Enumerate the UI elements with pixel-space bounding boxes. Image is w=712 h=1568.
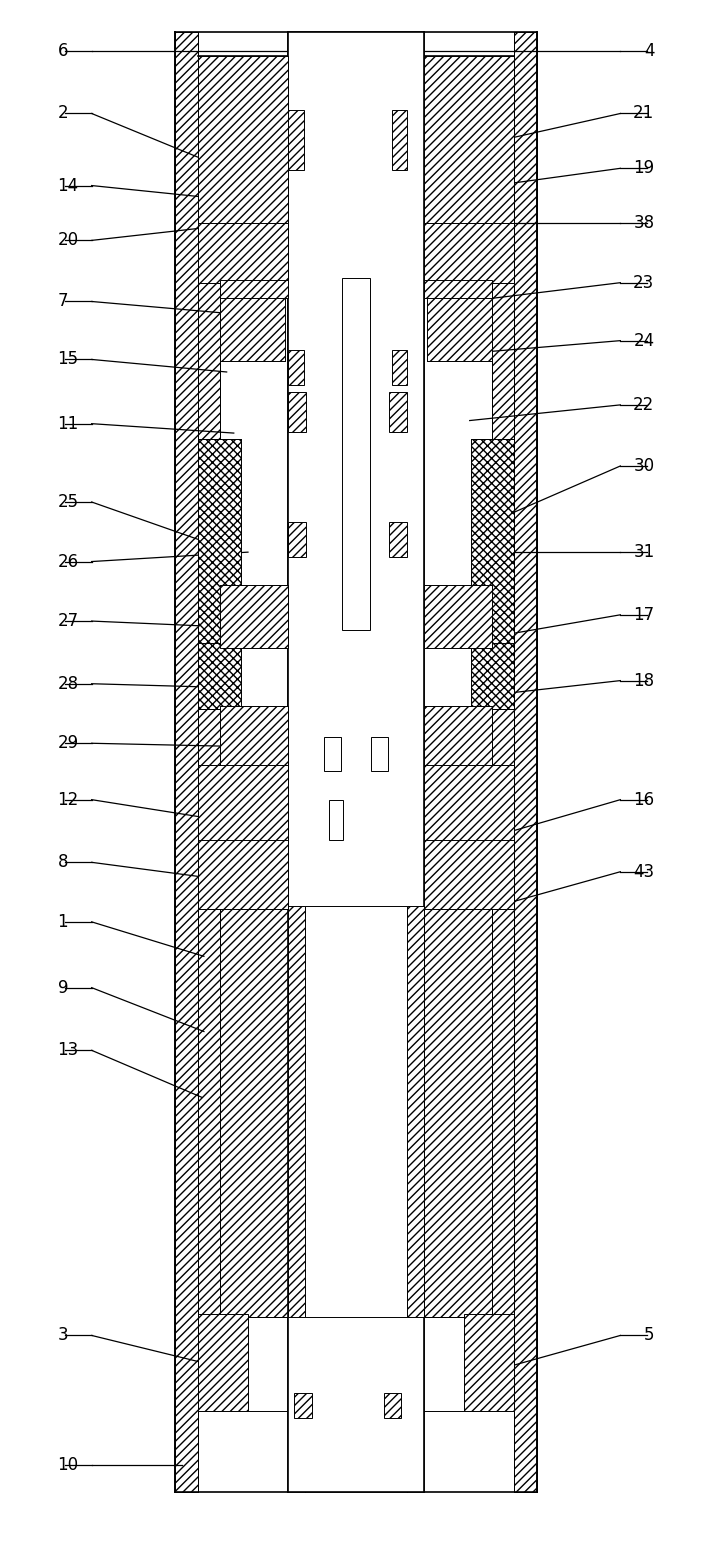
Bar xyxy=(174,31,198,1493)
Text: 27: 27 xyxy=(58,612,78,630)
Text: 14: 14 xyxy=(58,177,78,194)
Bar xyxy=(424,585,493,648)
Text: 38: 38 xyxy=(634,215,654,232)
Text: 12: 12 xyxy=(58,790,79,809)
Bar xyxy=(329,800,343,840)
Bar xyxy=(464,1314,514,1411)
Bar xyxy=(219,585,288,648)
Bar xyxy=(424,223,514,282)
Bar xyxy=(288,110,304,169)
Text: 30: 30 xyxy=(634,456,654,475)
Text: 11: 11 xyxy=(58,414,79,433)
Text: 18: 18 xyxy=(634,671,654,690)
Text: 2: 2 xyxy=(58,105,68,122)
Text: 6: 6 xyxy=(58,42,68,60)
Bar xyxy=(198,55,288,223)
Text: 7: 7 xyxy=(58,293,68,310)
Bar xyxy=(427,295,493,361)
Bar xyxy=(471,439,514,646)
Bar xyxy=(514,31,538,1493)
Bar xyxy=(198,765,288,844)
Bar xyxy=(392,110,407,169)
Bar xyxy=(198,439,241,646)
Bar xyxy=(219,279,288,298)
Bar xyxy=(407,906,424,1317)
Text: 17: 17 xyxy=(634,605,654,624)
Bar xyxy=(371,737,388,771)
Text: 19: 19 xyxy=(634,160,654,177)
Bar xyxy=(424,765,514,844)
Bar xyxy=(389,392,407,431)
Bar xyxy=(342,278,370,630)
Bar xyxy=(305,906,407,1317)
Bar xyxy=(471,643,514,709)
Bar xyxy=(424,55,514,223)
Text: 13: 13 xyxy=(58,1041,79,1060)
Bar xyxy=(424,906,493,1317)
Bar xyxy=(389,522,407,557)
Bar xyxy=(198,840,288,909)
Text: 10: 10 xyxy=(58,1457,78,1474)
Bar xyxy=(392,350,407,384)
Text: 1: 1 xyxy=(58,913,68,931)
Text: 31: 31 xyxy=(633,543,654,561)
Bar xyxy=(198,643,241,709)
Text: 26: 26 xyxy=(58,552,78,571)
Text: 8: 8 xyxy=(58,853,68,872)
Text: 5: 5 xyxy=(644,1327,654,1344)
Bar xyxy=(493,55,514,1317)
Text: 15: 15 xyxy=(58,351,78,368)
Text: 25: 25 xyxy=(58,492,78,511)
Text: 16: 16 xyxy=(634,790,654,809)
Bar xyxy=(198,223,288,282)
Text: 21: 21 xyxy=(633,105,654,122)
Bar xyxy=(324,737,341,771)
Text: 20: 20 xyxy=(58,232,78,249)
Text: 28: 28 xyxy=(58,674,78,693)
Bar xyxy=(219,295,285,361)
Text: 43: 43 xyxy=(634,862,654,881)
Text: 22: 22 xyxy=(633,395,654,414)
Bar xyxy=(288,31,424,1493)
Bar xyxy=(424,840,514,909)
Text: 23: 23 xyxy=(633,274,654,292)
Bar xyxy=(198,55,219,1317)
Text: 4: 4 xyxy=(644,42,654,60)
Text: 29: 29 xyxy=(58,734,78,753)
Bar xyxy=(384,1394,402,1419)
Text: 9: 9 xyxy=(58,978,68,997)
Bar xyxy=(288,392,306,431)
Text: 24: 24 xyxy=(634,332,654,350)
Bar xyxy=(219,706,288,768)
Bar xyxy=(288,522,306,557)
Bar xyxy=(288,906,305,1317)
Bar xyxy=(294,1394,312,1419)
Bar xyxy=(424,706,493,768)
Bar xyxy=(288,350,304,384)
Bar xyxy=(219,906,288,1317)
Bar xyxy=(424,279,493,298)
Text: 3: 3 xyxy=(58,1327,68,1344)
Bar xyxy=(198,1314,248,1411)
